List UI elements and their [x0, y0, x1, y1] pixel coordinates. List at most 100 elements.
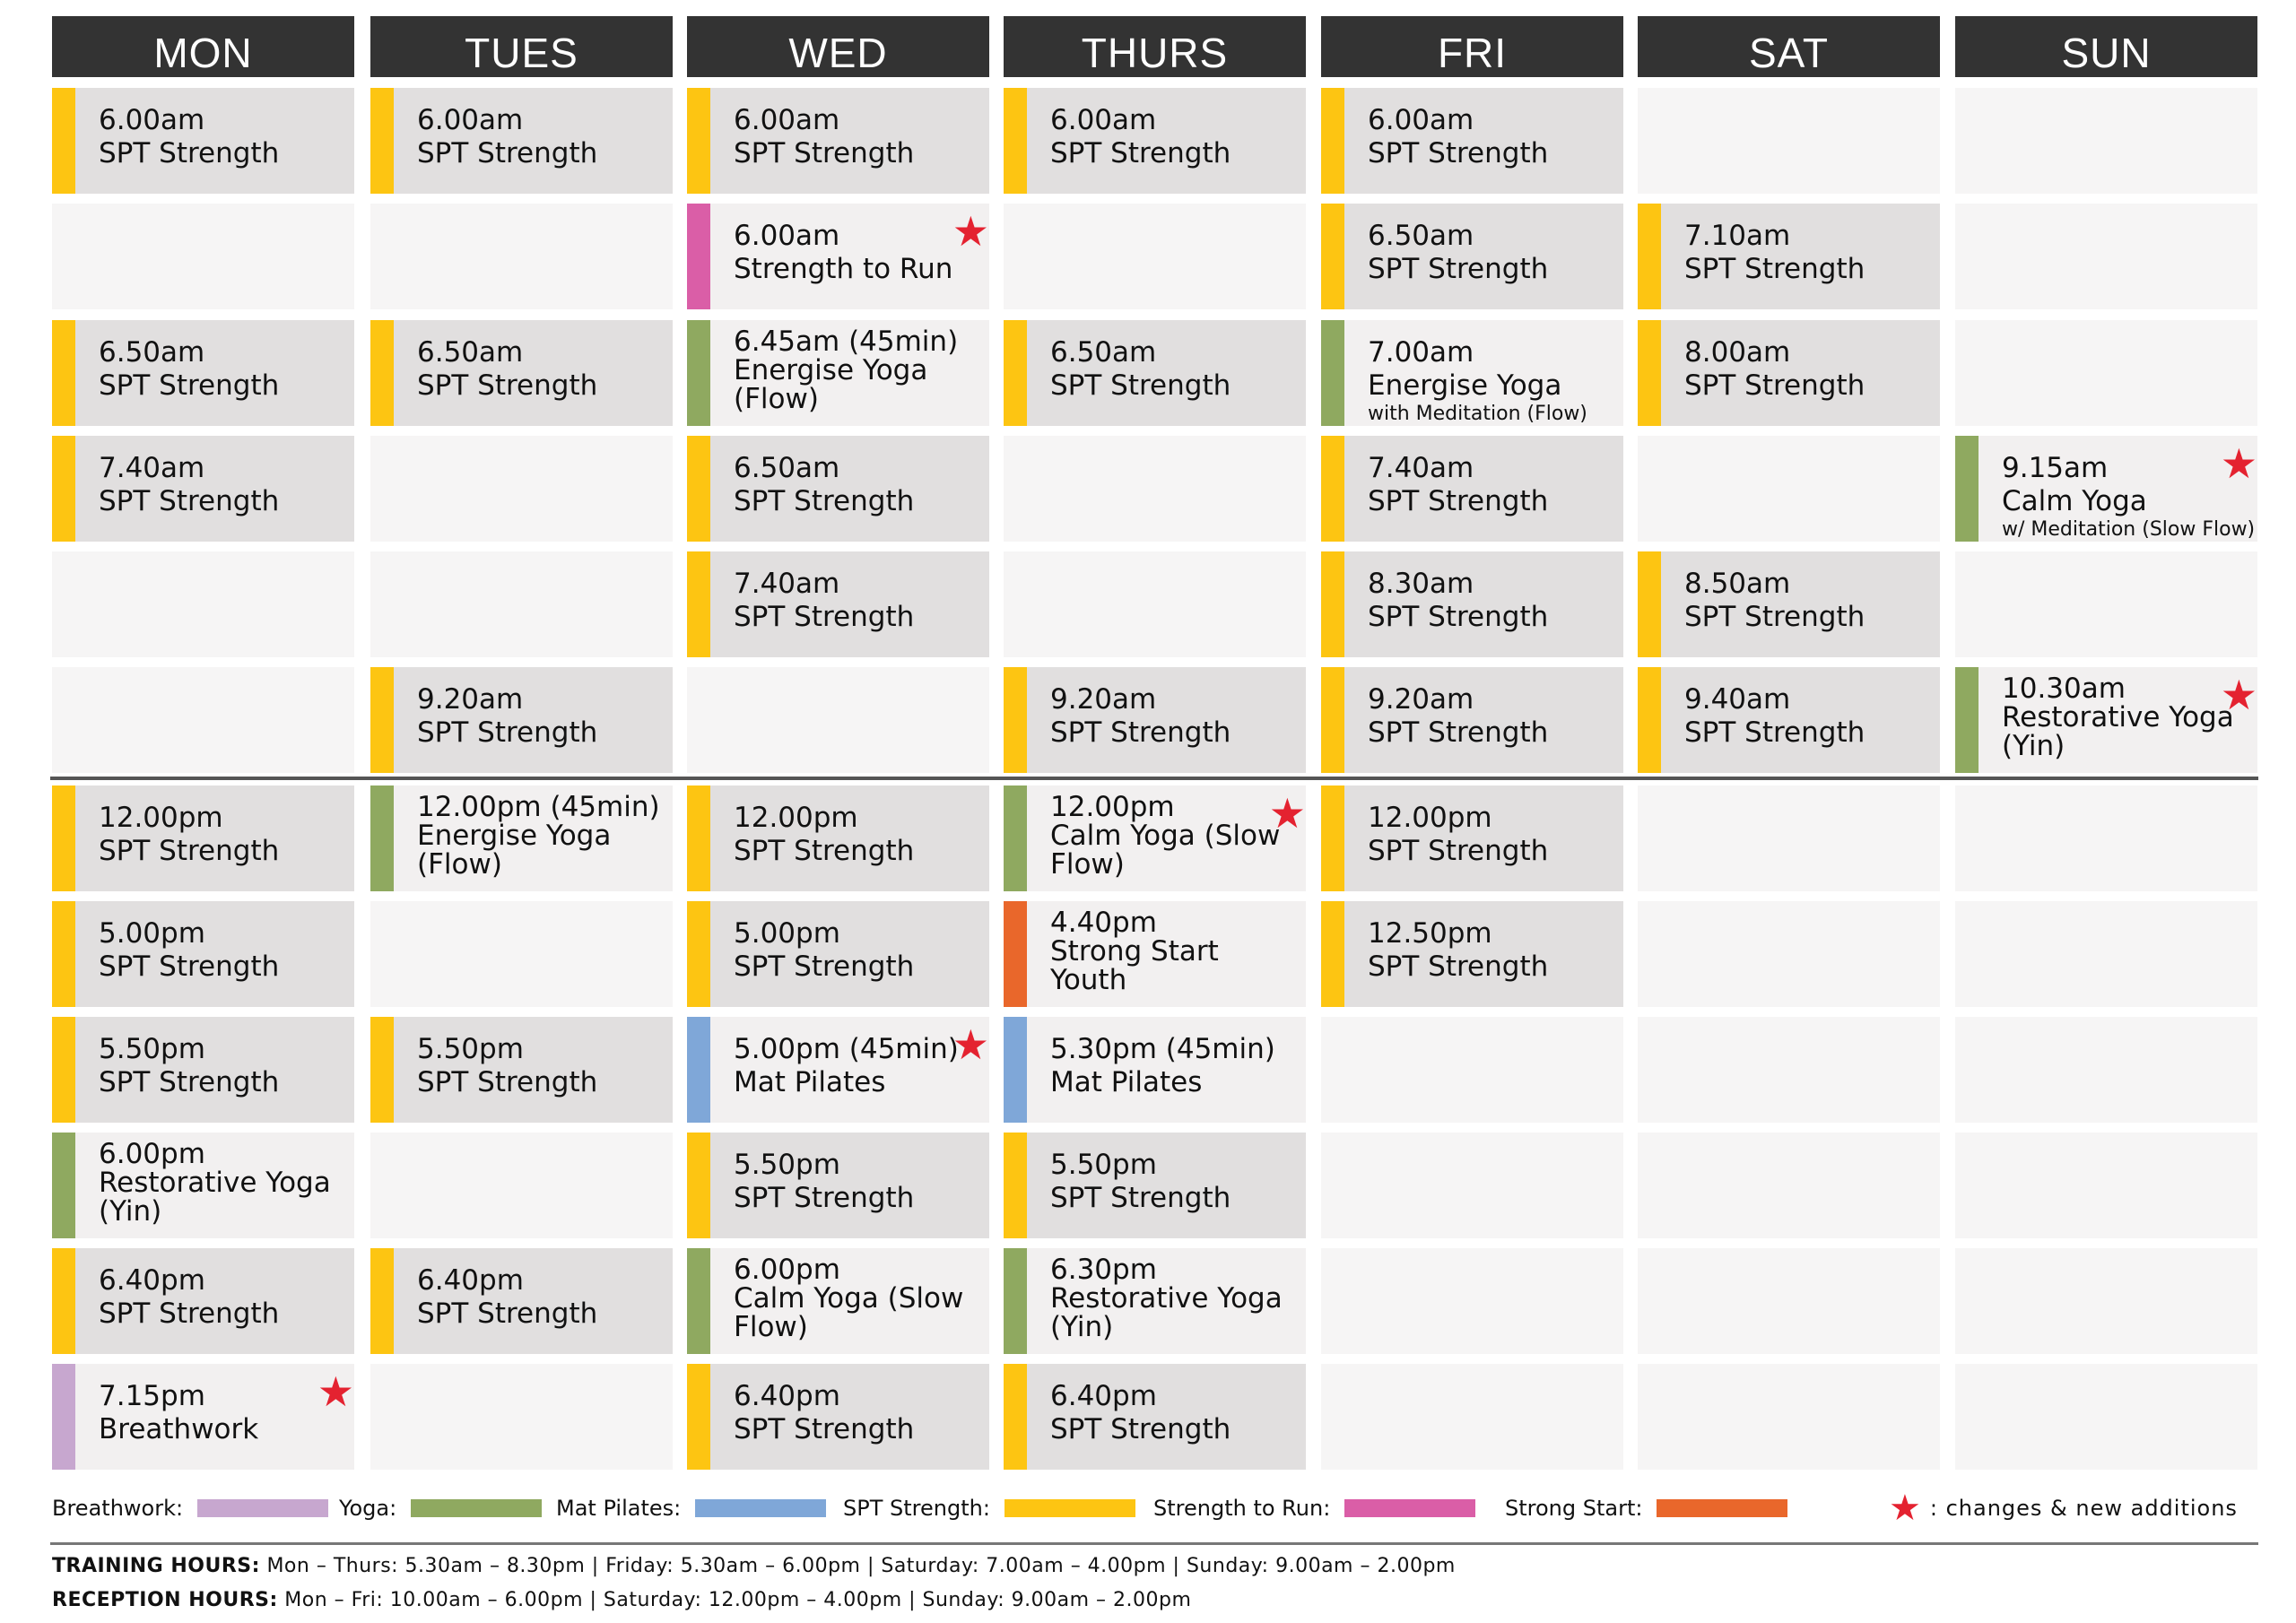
class-name: SPT Strength — [1050, 137, 1231, 169]
class-time: 6.00am — [1368, 104, 1474, 136]
empty-slot — [1638, 1017, 1940, 1123]
class-time: 8.00am — [1684, 336, 1791, 369]
class-time: 7.00am — [1368, 336, 1474, 369]
legend-item-spt: SPT Strength: — [843, 1496, 1135, 1521]
class-time: 6.45am (45min) — [734, 325, 959, 358]
legend-item-changes: ★ : changes & new additions — [1889, 1490, 2238, 1526]
class-name: SPT Strength — [99, 137, 280, 169]
empty-slot — [1638, 785, 1940, 891]
am-pm-divider — [50, 777, 2258, 780]
class-block-spt: 9.20am SPT Strength — [1321, 667, 1623, 773]
class-block-spt: 6.40pm SPT Strength — [1004, 1364, 1306, 1470]
class-block-spt: 8.00am SPT Strength — [1638, 320, 1940, 426]
class-block-spt: 9.20am SPT Strength — [370, 667, 673, 773]
legend-swatch-strongstart — [1657, 1499, 1788, 1517]
class-name: Restorative Yoga (Yin) — [99, 1167, 331, 1228]
class-name: SPT Strength — [99, 369, 280, 402]
class-time: 6.00am — [417, 104, 524, 136]
class-block-spt: 5.50pm SPT Strength — [687, 1133, 989, 1238]
star-icon: ★ — [317, 1367, 354, 1416]
class-name: SPT Strength — [734, 1182, 915, 1214]
day-header-fri: FRI — [1321, 16, 1623, 77]
class-block-spt: 6.50am SPT Strength — [1004, 320, 1306, 426]
class-name: SPT Strength — [734, 601, 915, 633]
class-time: 6.00am — [734, 104, 840, 136]
legend-label: Breathwork: — [52, 1496, 184, 1521]
class-block-yoga: 12.00pm (45min) Energise Yoga (Flow) — [370, 785, 673, 891]
empty-slot — [370, 1133, 673, 1238]
class-block-spt: 5.00pm SPT Strength — [687, 901, 989, 1007]
class-time: 12.50pm — [1368, 917, 1492, 950]
empty-slot — [1638, 1133, 1940, 1238]
empty-slot — [1955, 1133, 2257, 1238]
empty-slot — [1638, 901, 1940, 1007]
class-name: Mat Pilates — [734, 1066, 886, 1098]
class-block-spt: 8.50am SPT Strength — [1638, 551, 1940, 657]
class-block-spt: 9.40am SPT Strength — [1638, 667, 1940, 773]
empty-slot — [1955, 551, 2257, 657]
day-header-sat: SAT — [1638, 16, 1940, 77]
legend-swatch-run — [1344, 1499, 1476, 1517]
class-time: 8.30am — [1368, 568, 1474, 600]
class-block-pilates: 5.00pm (45min) Mat Pilates ★ — [687, 1017, 989, 1123]
class-block-yoga: 7.00am Energise Yoga with Meditation (Flow… — [1321, 320, 1623, 426]
legend-label: Mat Pilates: — [556, 1496, 682, 1521]
legend-item-yoga: Yoga: — [339, 1496, 543, 1521]
class-time: 6.50am — [734, 452, 840, 484]
class-time: 6.40pm — [734, 1380, 840, 1412]
class-name: SPT Strength — [1684, 253, 1866, 285]
empty-slot — [1955, 88, 2257, 194]
day-header-sun: SUN — [1955, 16, 2257, 77]
class-name: SPT Strength — [1050, 369, 1231, 402]
class-block-yoga: 6.00pm Calm Yoga (Slow Flow) — [687, 1248, 989, 1354]
class-time: 6.50am — [1368, 220, 1474, 252]
class-block-spt: 6.00am SPT Strength — [370, 88, 673, 194]
class-name: Restorative Yoga (Yin) — [1050, 1282, 1283, 1343]
empty-slot — [1638, 88, 1940, 194]
class-name: SPT Strength — [417, 1298, 598, 1330]
class-block-spt: 6.50am SPT Strength — [370, 320, 673, 426]
class-name: SPT Strength — [417, 1066, 598, 1098]
class-block-spt: 8.30am SPT Strength — [1321, 551, 1623, 657]
class-time: 7.40am — [1368, 452, 1474, 484]
class-time: 7.40am — [734, 568, 840, 600]
class-block-spt: 6.50am SPT Strength — [687, 436, 989, 542]
reception-hours: RECEPTION HOURS: Mon – Fri: 10.00am – 6.… — [52, 1589, 1191, 1611]
empty-slot — [1955, 901, 2257, 1007]
class-name: SPT Strength — [1368, 253, 1549, 285]
empty-slot — [370, 901, 673, 1007]
class-block-spt: 6.00am SPT Strength — [1321, 88, 1623, 194]
class-block-spt: 5.50pm SPT Strength — [52, 1017, 354, 1123]
legend-label: Yoga: — [339, 1496, 397, 1521]
class-name: SPT Strength — [1684, 716, 1866, 749]
class-name: SPT Strength — [734, 137, 915, 169]
empty-slot — [370, 204, 673, 309]
class-block-spt: 5.00pm SPT Strength — [52, 901, 354, 1007]
reception-hours-text: Mon – Fri: 10.00am – 6.00pm | Saturday: … — [277, 1589, 1192, 1611]
class-time: 6.00pm — [734, 1254, 840, 1286]
class-name: SPT Strength — [99, 835, 280, 867]
class-name: SPT Strength — [734, 1413, 915, 1445]
empty-slot — [52, 667, 354, 773]
class-time: 6.00am — [99, 104, 205, 136]
class-name: SPT Strength — [1368, 716, 1549, 749]
class-name: Energise Yoga — [1368, 369, 1562, 402]
class-block-spt: 12.50pm SPT Strength — [1321, 901, 1623, 1007]
empty-slot — [1321, 1364, 1623, 1470]
legend-item-run: Strength to Run: — [1153, 1496, 1476, 1521]
class-name: SPT Strength — [1684, 369, 1866, 402]
class-time: 5.00pm (45min) — [734, 1033, 959, 1065]
class-block-pilates: 5.30pm (45min) Mat Pilates — [1004, 1017, 1306, 1123]
class-block-spt: 6.40pm SPT Strength — [370, 1248, 673, 1354]
legend-swatch-pilates — [695, 1499, 827, 1517]
day-header-wed: WED — [687, 16, 989, 77]
legend-label: SPT Strength: — [843, 1496, 990, 1521]
class-block-spt: 12.00pm SPT Strength — [1321, 785, 1623, 891]
class-time: 12.00pm — [1050, 791, 1175, 823]
star-icon: ★ — [1268, 789, 1306, 838]
legend-item-breathwork: Breathwork: — [52, 1496, 329, 1521]
reception-hours-label: RECEPTION HOURS: — [52, 1589, 278, 1611]
class-block-spt: 7.40am SPT Strength — [1321, 436, 1623, 542]
class-time: 5.30pm (45min) — [1050, 1033, 1275, 1065]
class-time: 5.50pm — [417, 1033, 524, 1065]
